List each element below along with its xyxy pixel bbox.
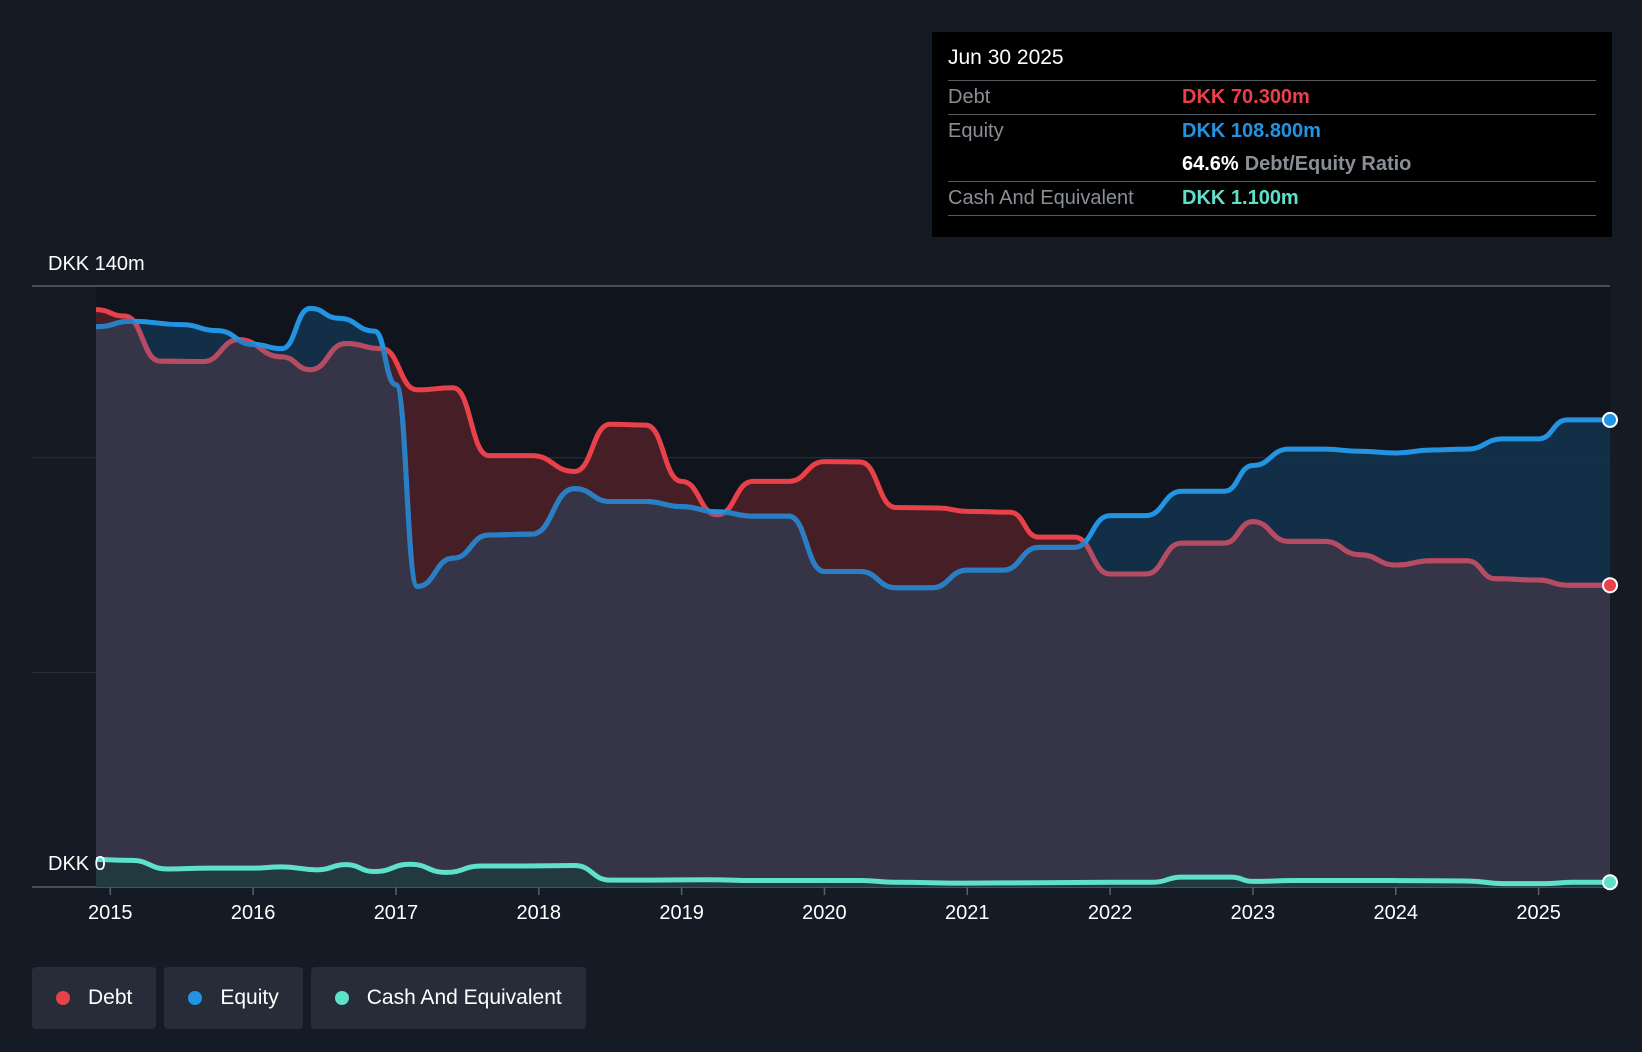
tooltip-ratio-row: 64.6% Debt/Equity Ratio bbox=[948, 148, 1596, 181]
x-tick-label-2024: 2024 bbox=[1374, 902, 1419, 924]
tooltip-debt-row: Debt DKK 70.300m bbox=[948, 80, 1596, 114]
cash-end-marker bbox=[1602, 874, 1618, 891]
y-axis-top-label: DKK 140m bbox=[48, 253, 145, 275]
chart-lines bbox=[95, 305, 1610, 887]
x-tick-label-2021: 2021 bbox=[945, 902, 990, 924]
x-tick-label-2023: 2023 bbox=[1231, 902, 1276, 924]
tooltip-panel: Jun 30 2025 Debt DKK 70.300m Equity DKK … bbox=[932, 32, 1612, 237]
x-tick-label-2022: 2022 bbox=[1088, 902, 1133, 924]
equity-end-marker bbox=[1602, 411, 1618, 428]
tooltip-equity-label: Equity bbox=[948, 120, 1004, 142]
x-tick-label-2020: 2020 bbox=[802, 902, 847, 924]
x-axis: 2015 2016 2017 2018 2019 2020 2021 2022 2023 2024… bbox=[88, 887, 1561, 924]
x-tick-label-2016: 2016 bbox=[231, 902, 276, 924]
tooltip-cash-value: DKK 1.100m bbox=[1182, 187, 1299, 209]
legend-item-cash[interactable]: Cash And Equivalent bbox=[310, 967, 586, 1029]
legend-equity-label: Equity bbox=[220, 986, 279, 1009]
x-tick-label-2018: 2018 bbox=[517, 902, 562, 924]
legend-item-equity[interactable]: Equity bbox=[164, 967, 303, 1029]
debt-dot-icon bbox=[56, 991, 70, 1005]
tooltip-cash-row: Cash And Equivalent DKK 1.100m bbox=[948, 181, 1596, 216]
cash-line bbox=[95, 857, 1610, 887]
legend-cash-label: Cash And Equivalent bbox=[366, 986, 562, 1009]
tooltip-equity-row: Equity DKK 108.800m bbox=[948, 114, 1596, 148]
tooltip-debt-label: Debt bbox=[948, 86, 991, 108]
tooltip-ratio-value: 64.6% bbox=[1182, 153, 1239, 175]
debt-end-marker bbox=[1602, 577, 1618, 594]
legend-debt-label: Debt bbox=[88, 986, 133, 1009]
x-tick-label-2019: 2019 bbox=[659, 902, 704, 924]
tooltip-cash-label: Cash And Equivalent bbox=[948, 187, 1134, 209]
legend-item-debt[interactable]: Debt bbox=[32, 967, 157, 1029]
cash-dot-icon bbox=[334, 991, 349, 1005]
chart-legend: Debt Equity Cash And Equivalent bbox=[32, 967, 586, 1029]
equity-dot-icon bbox=[188, 991, 203, 1005]
chart-end-markers bbox=[1602, 411, 1618, 891]
tooltip-debt-value: DKK 70.300m bbox=[1182, 86, 1310, 108]
x-tick-label-2025: 2025 bbox=[1516, 902, 1561, 924]
chart-areas bbox=[96, 308, 1610, 887]
y-axis-bottom-label: DKK 0 bbox=[48, 853, 106, 875]
x-tick-label-2017: 2017 bbox=[374, 902, 419, 924]
tooltip-date: Jun 30 2025 bbox=[948, 46, 1064, 69]
tooltip-equity-value: DKK 108.800m bbox=[1182, 120, 1321, 142]
x-tick-label-2015: 2015 bbox=[88, 902, 133, 924]
tooltip-ratio-label: Debt/Equity Ratio bbox=[1244, 153, 1412, 175]
